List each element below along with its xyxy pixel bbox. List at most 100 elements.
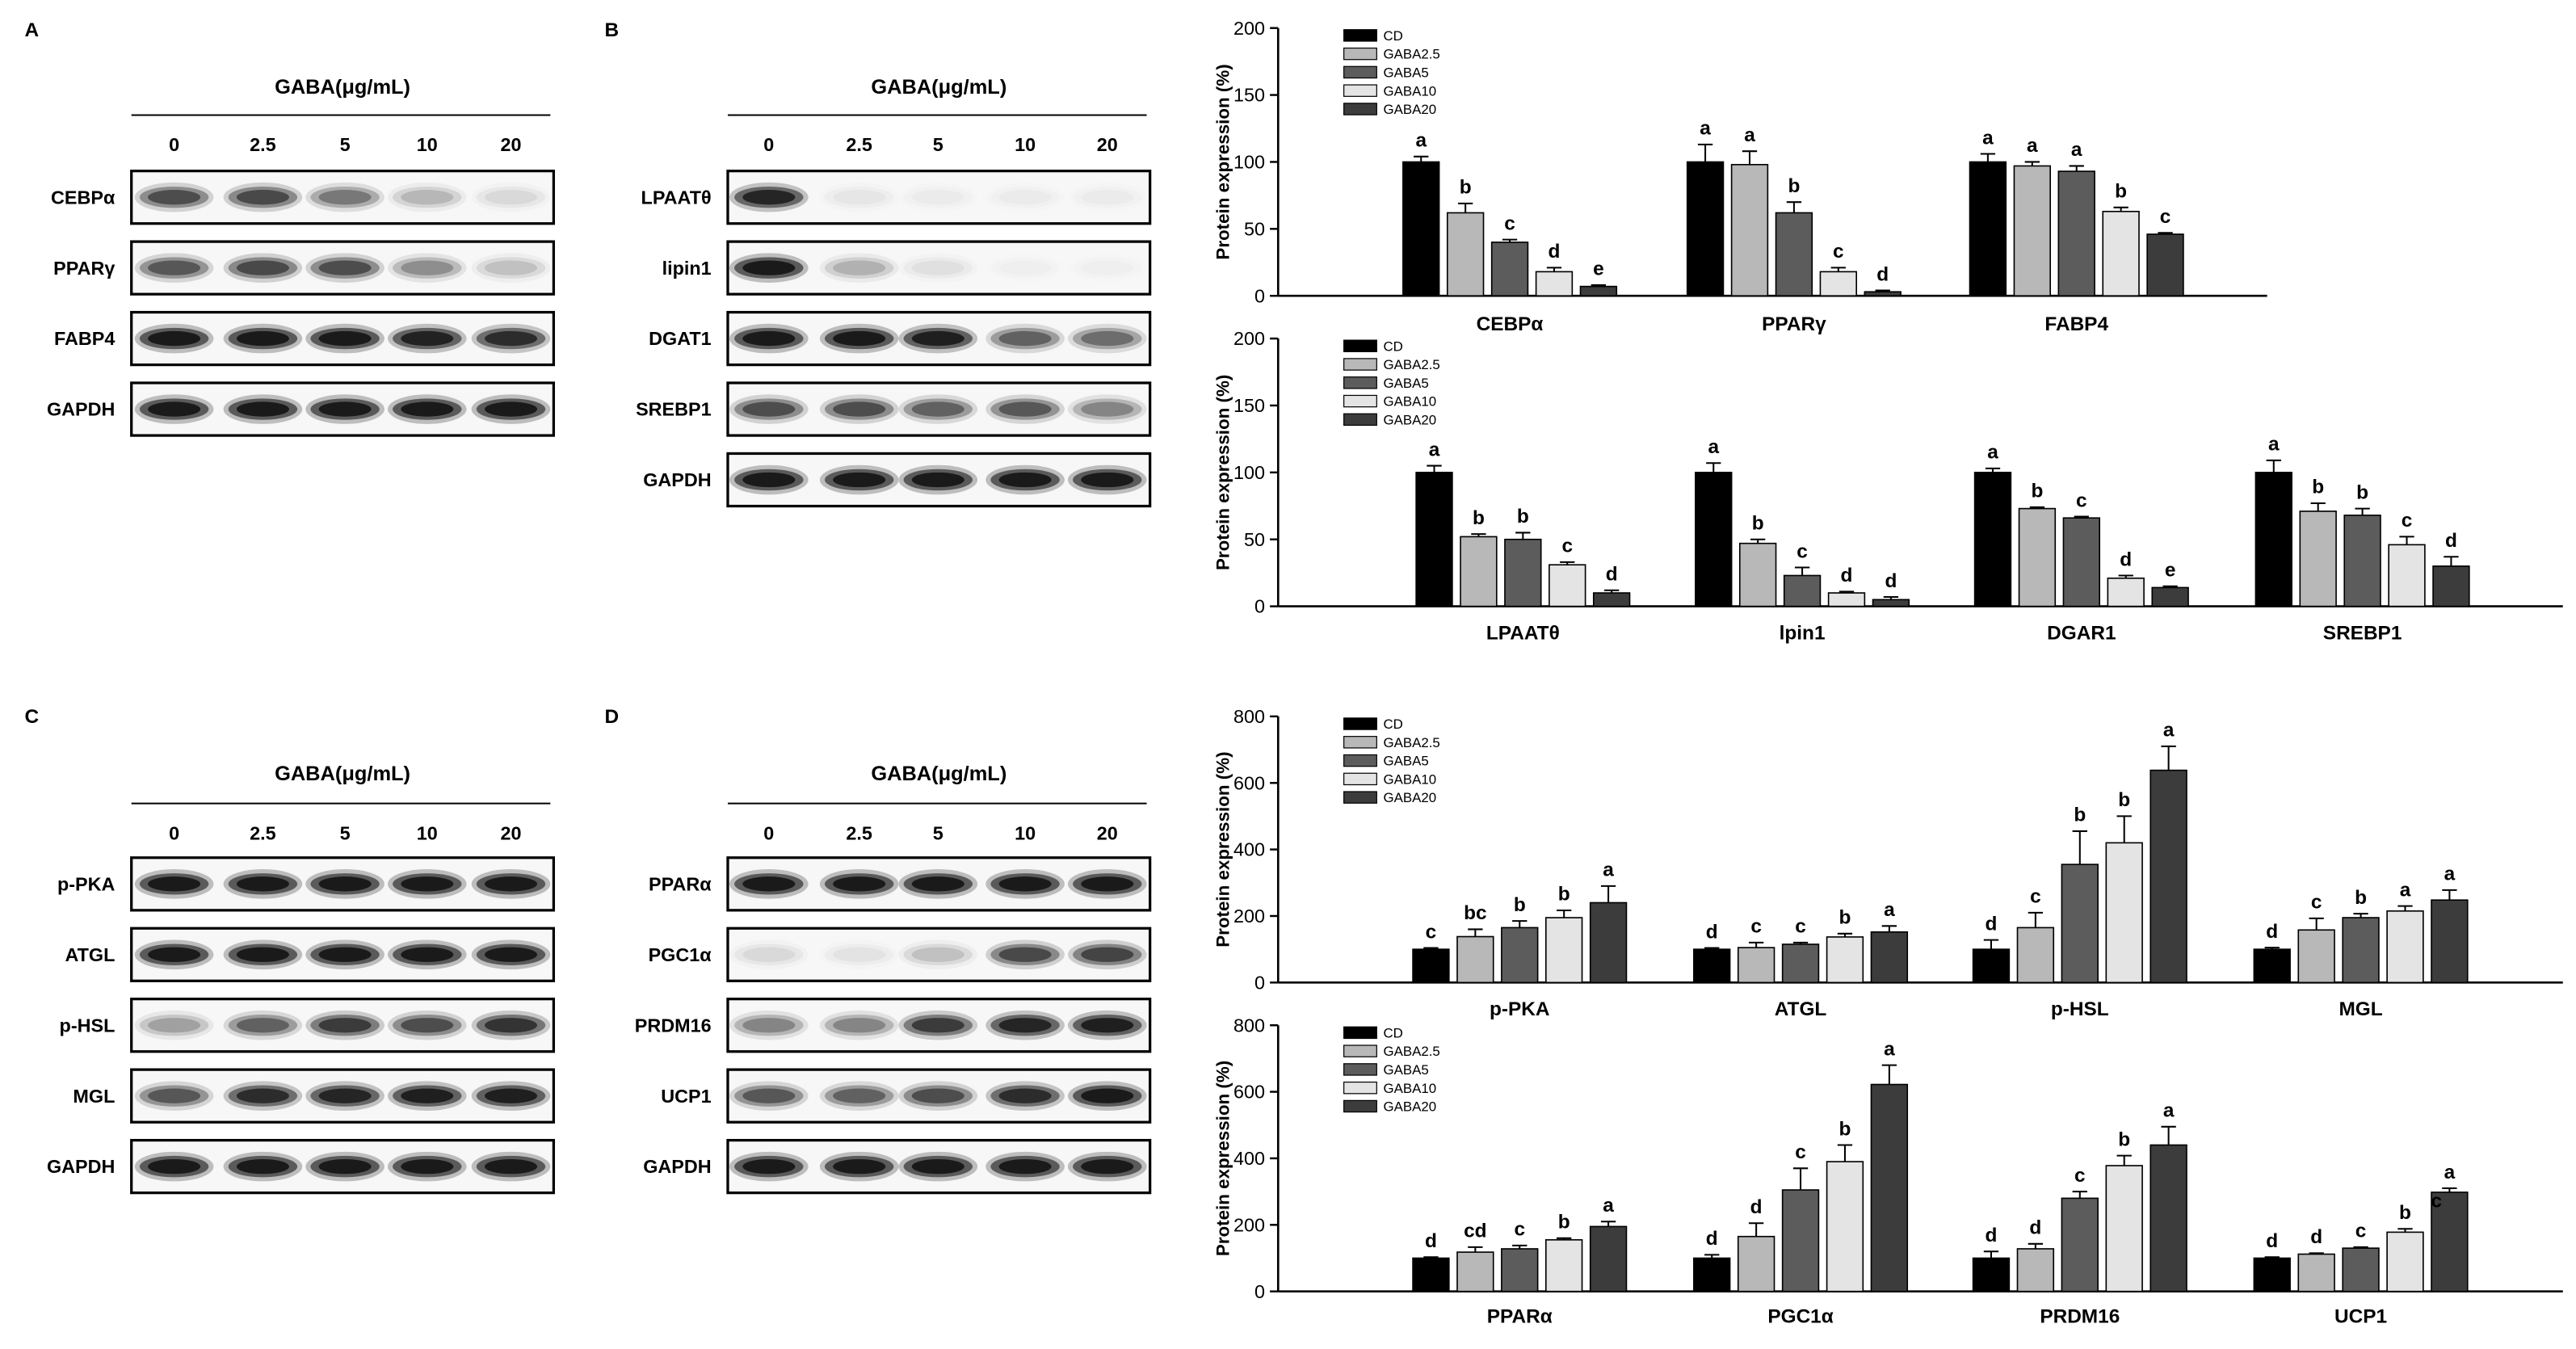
band-body (1073, 943, 1142, 965)
y-tick-label: 150 (1233, 85, 1265, 106)
band-core (833, 330, 886, 347)
blot-band (471, 394, 551, 424)
panel-letter: C (25, 706, 40, 728)
error-bar (2264, 1256, 2280, 1259)
legend-label: GABA2.5 (1383, 47, 1439, 62)
band-core (742, 260, 796, 275)
significance-letter: c (1504, 212, 1515, 234)
legend-swatch (1343, 1063, 1377, 1076)
legend-label: GABA10 (1383, 771, 1436, 787)
significance-letter: b (1558, 884, 1570, 906)
category-label: p-PKA (1490, 998, 1550, 1020)
error-bar (2309, 1252, 2324, 1254)
blot-row: DGAT1 (649, 310, 1152, 367)
dose-header: GABA(μg/mL) (871, 763, 1006, 785)
band-body (139, 186, 209, 208)
band-body (228, 257, 298, 279)
blot-band (223, 253, 303, 283)
y-tick-label: 200 (1233, 906, 1265, 927)
band-core (1081, 876, 1134, 892)
blot-row-label: CEBPα (51, 187, 116, 208)
band-core (401, 947, 454, 962)
significance-letter: a (1744, 124, 1755, 146)
blot-band (223, 1081, 303, 1111)
significance-letter: c (2074, 1165, 2086, 1187)
blot-row: GAPDH (643, 452, 1152, 508)
significance-letter: e (2165, 560, 2176, 582)
error-bar (2161, 1125, 2176, 1145)
blot-frame (130, 310, 556, 367)
bar (1504, 538, 1542, 607)
band-halo (819, 394, 899, 424)
significance-letter: c (2030, 886, 2041, 908)
significance-letter: b (2356, 481, 2368, 503)
band-core (998, 947, 1052, 962)
error-bar (1427, 464, 1442, 473)
significance-letter: a (1700, 118, 1711, 140)
blot-band (898, 1151, 978, 1182)
error-bar (1697, 143, 1713, 162)
error-bar (1750, 538, 1766, 544)
significance-letter: a (1429, 439, 1440, 460)
bar (2013, 165, 2051, 297)
band-core (401, 876, 454, 892)
band-core (742, 401, 796, 417)
blot-frame (726, 452, 1152, 508)
blot-band (1068, 253, 1147, 283)
significance-letter: d (1606, 564, 1618, 586)
band-core (148, 876, 201, 892)
blot-band (820, 939, 899, 969)
y-tick-label: 200 (1233, 1214, 1265, 1235)
bar (1730, 163, 1769, 297)
blot-band (134, 323, 214, 354)
category-label: MGL (2339, 998, 2382, 1020)
band-halo (819, 1081, 899, 1111)
y-axis-label: Protein expression (%) (1212, 64, 1233, 259)
blot-band (985, 183, 1065, 212)
band-core (911, 330, 964, 347)
y-tick-label: 0 (1254, 285, 1265, 306)
significance-letter: c (1795, 916, 1806, 938)
blot-row-label: GAPDH (643, 1156, 711, 1177)
legend-swatch (1343, 103, 1377, 116)
blot-background (727, 928, 1150, 981)
blot-band (898, 183, 977, 212)
significance-letter: d (1885, 570, 1897, 592)
band-core (318, 947, 372, 962)
blot-row-label: PRDM16 (635, 1015, 712, 1036)
band-halo (898, 1081, 978, 1111)
band-core (742, 1018, 796, 1033)
lane-label: 0 (169, 134, 179, 155)
error-bar (1457, 202, 1473, 213)
bar (1460, 536, 1498, 607)
band-body (139, 257, 209, 279)
band-core (833, 260, 886, 275)
band-core (148, 401, 201, 417)
bar (2388, 544, 2426, 607)
legend-label: GABA5 (1383, 65, 1428, 81)
blot-band (729, 1010, 809, 1040)
band-core (742, 1158, 796, 1175)
blot-background (727, 170, 1150, 224)
lane-label: 2.5 (846, 134, 872, 155)
error-bar (2397, 1228, 2413, 1233)
error-bar (1557, 1237, 1572, 1240)
significance-letter: d (2266, 1230, 2278, 1252)
blot-row-label: p-PKA (57, 873, 116, 894)
bar (1827, 592, 1866, 607)
blot-band (985, 1151, 1065, 1182)
band-body (139, 1085, 209, 1107)
band-core (742, 330, 796, 347)
blot-band (729, 323, 809, 354)
significance-letter: b (2074, 805, 2086, 826)
band-body (824, 257, 894, 279)
band-core (742, 1088, 796, 1103)
y-tick-label: 200 (1233, 18, 1265, 39)
error-bar (1704, 947, 1720, 950)
blot-row-label: GAPDH (47, 1156, 115, 1177)
annotation-label: c (2431, 1190, 2442, 1212)
blot-frame (726, 998, 1152, 1053)
significance-letter: b (2031, 481, 2043, 502)
